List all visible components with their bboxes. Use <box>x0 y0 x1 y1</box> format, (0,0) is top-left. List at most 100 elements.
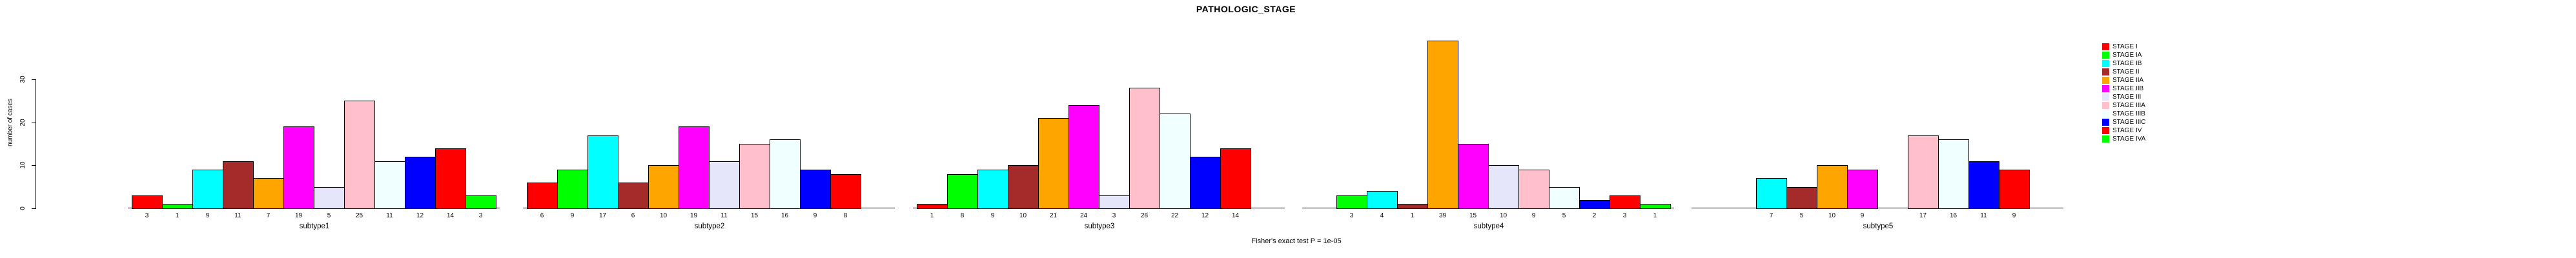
bar-stage-ib-subtype5 <box>1756 178 1787 209</box>
legend: STAGE I STAGE IA STAGE IB STAGE II STAGE IIA… <box>2102 43 2146 143</box>
bar-stage-ii-subtype1 <box>223 161 254 209</box>
legend-row: STAGE IIIB <box>2102 110 2146 118</box>
legend-label: STAGE III <box>2112 94 2142 101</box>
bar-count-label: 11 <box>721 212 728 219</box>
bar-stage-ii-subtype5 <box>1786 187 1817 209</box>
legend-label: STAGE IIA <box>2112 77 2144 84</box>
bar-stage-iia-subtype3 <box>1038 118 1069 209</box>
panel-subtype3: 1 8 9 10 21 24 3 28 22 12 14 subtype3 <box>913 0 1285 258</box>
bar-count-label: 12 <box>1201 212 1209 219</box>
bar-count-label: 21 <box>1049 212 1058 219</box>
bar-count-label: 3 <box>478 212 483 219</box>
bar-count-label: 9 <box>1860 212 1865 219</box>
bar-stage-ib-subtype4 <box>1367 191 1398 209</box>
bar-stage-iv-subtype3 <box>1220 148 1251 209</box>
bar-count-label: 12 <box>416 212 424 219</box>
bar-count-label: 8 <box>843 212 848 219</box>
bar-stage-iib-subtype2 <box>679 126 710 209</box>
bar-count-label: 16 <box>781 212 789 219</box>
bar-count-label: 11 <box>386 212 393 219</box>
panel-subtype4: 3 4 1 39 15 10 9 5 2 3 1 subtype4 <box>1302 0 1674 258</box>
bar-stage-ib-subtype3 <box>977 170 1008 209</box>
legend-row: STAGE IB <box>2102 59 2146 68</box>
legend-swatch-stage-ii <box>2102 68 2109 75</box>
bar-count-label: 11 <box>1980 212 1987 219</box>
bar-stage-iii-subtype4 <box>1488 165 1519 209</box>
bar-count-label: 24 <box>1079 212 1088 219</box>
bar-count-label: 3 <box>1349 212 1354 219</box>
bar-stage-iib-subtype1 <box>283 126 314 209</box>
bar-count-label: 5 <box>1562 212 1566 219</box>
bar-count-label: 10 <box>1499 212 1508 219</box>
bar-count-label: 28 <box>1140 212 1149 219</box>
legend-swatch-stage-iva <box>2102 135 2109 143</box>
bar-stage-iiic-subtype4 <box>1579 200 1610 209</box>
bar-stage-iia-subtype5 <box>1817 165 1848 209</box>
legend-row: STAGE IV <box>2102 126 2146 135</box>
legend-row: STAGE IIIC <box>2102 118 2146 126</box>
panel-subtype2: 6 9 17 6 10 19 11 15 16 9 8 subtype2 <box>523 0 895 258</box>
bar-stage-ii-subtype4 <box>1397 204 1428 209</box>
bar-count-label: 9 <box>1531 212 1536 219</box>
bar-count-label: 3 <box>1112 212 1116 219</box>
bar-stage-iiic-subtype3 <box>1190 157 1221 209</box>
bar-count-label: 1 <box>1653 212 1657 219</box>
bar-count-label: 8 <box>960 212 965 219</box>
bar-count-label: 16 <box>1949 212 1958 219</box>
legend-swatch-stage-iiic <box>2102 119 2109 126</box>
bar-stage-ia-subtype4 <box>1336 195 1367 209</box>
legend-swatch-stage-iia <box>2102 77 2109 84</box>
bar-count-label: 22 <box>1170 212 1179 219</box>
legend-swatch-stage-ib <box>2102 60 2109 67</box>
bar-count-label: 11 <box>234 212 241 219</box>
legend-row: STAGE IIB <box>2102 84 2146 93</box>
bar-count-label: 10 <box>1828 212 1836 219</box>
bar-stage-iiib-subtype3 <box>1160 114 1191 209</box>
bar-count-label: 7 <box>1769 212 1774 219</box>
bar-stage-iv-subtype2 <box>830 174 861 209</box>
bar-stage-iv-subtype5 <box>1999 170 2030 209</box>
legend-swatch-stage-ia <box>2102 52 2109 59</box>
legend-row: STAGE II <box>2102 68 2146 76</box>
panel-xlabel-subtype4: subtype4 <box>1473 223 1504 230</box>
panel-subtype5: 7 5 10 9 17 16 11 9 subtype5 <box>1692 0 2063 258</box>
legend-label: STAGE IIIB <box>2112 110 2145 117</box>
bar-count-label: 7 <box>266 212 271 219</box>
legend-swatch-stage-iib <box>2102 85 2109 92</box>
bar-count-label: 6 <box>631 212 635 219</box>
bar-stage-ia-subtype3 <box>947 174 978 209</box>
bar-stage-ii-subtype2 <box>618 183 649 209</box>
y-tick-label: 0 <box>19 206 26 210</box>
bar-count-label: 9 <box>2012 212 2016 219</box>
panel-subtype1: 3 1 9 11 7 19 5 25 11 12 14 3 subtype1 <box>128 0 500 258</box>
bar-count-label: 1 <box>175 212 179 219</box>
bar-count-label: 15 <box>1469 212 1477 219</box>
bar-stage-iib-subtype5 <box>1847 170 1878 209</box>
bar-count-label: 9 <box>205 212 210 219</box>
bar-stage-iiia-subtype2 <box>739 144 770 209</box>
bar-stage-iia-subtype4 <box>1427 41 1458 209</box>
legend-label: STAGE IIB <box>2112 85 2144 92</box>
legend-swatch-stage-iv <box>2102 127 2109 134</box>
bar-count-label: 3 <box>145 212 149 219</box>
bar-stage-iiib-subtype5 <box>1938 139 1969 209</box>
bar-stage-iiia-subtype1 <box>344 101 375 209</box>
chart-title: PATHOLOGIC_STAGE <box>1196 4 1296 14</box>
bar-stage-ib-subtype1 <box>192 170 223 209</box>
stat-test-caption: Fisher's exact test P = 1e-05 <box>1251 237 1342 245</box>
bar-stage-i-subtype1 <box>132 195 163 209</box>
legend-row: STAGE IIA <box>2102 76 2146 84</box>
legend-label: STAGE I <box>2112 43 2138 50</box>
legend-label: STAGE II <box>2112 68 2140 75</box>
bar-stage-ii-subtype3 <box>1008 165 1039 209</box>
bar-count-label: 9 <box>990 212 995 219</box>
bar-count-label: 14 <box>1231 212 1240 219</box>
legend-swatch-stage-i <box>2102 43 2109 50</box>
y-tick-label: 10 <box>19 161 26 169</box>
bar-stage-iiia-subtype5 <box>1908 135 1939 209</box>
y-tick-label: 30 <box>19 75 26 83</box>
bar-stage-ib-subtype2 <box>588 135 618 209</box>
bar-stage-iib-subtype4 <box>1458 144 1489 209</box>
bar-stage-iiib-subtype4 <box>1549 187 1580 209</box>
bar-stage-iii-subtype3 <box>1099 195 1130 209</box>
